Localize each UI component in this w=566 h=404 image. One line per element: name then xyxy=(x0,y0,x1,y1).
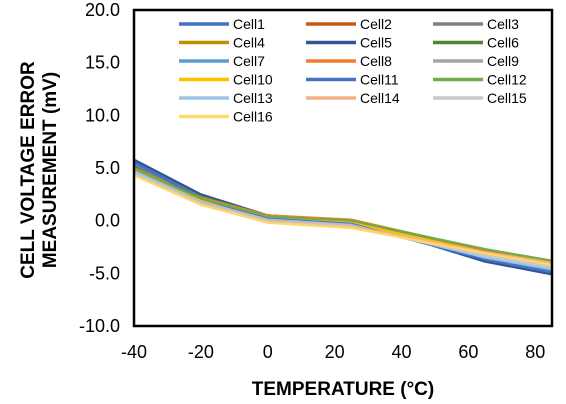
series-line-cell8 xyxy=(132,166,554,262)
plot-frame xyxy=(132,8,554,328)
y-tick-label: 0.0 xyxy=(95,211,120,231)
y-tick-label: 15.0 xyxy=(85,53,120,73)
legend-label: Cell16 xyxy=(233,109,273,125)
x-tick-label: -40 xyxy=(121,342,147,362)
x-tick-label: 60 xyxy=(458,342,478,362)
legend: Cell1 Cell2 Cell3 Cell4 Cell5 Cell6 Cell7 Cell8… xyxy=(170,16,542,128)
y-tick-label: 20.0 xyxy=(85,0,120,20)
legend-label: Cell7 xyxy=(233,53,265,69)
legend-label: Cell10 xyxy=(233,72,273,88)
series-line-cell12 xyxy=(132,168,554,262)
y-tick-label: -5.0 xyxy=(89,263,120,283)
x-tick-label: 80 xyxy=(525,342,545,362)
y-tick-label: -10.0 xyxy=(79,316,120,336)
series-line-cell2 xyxy=(132,163,554,264)
legend-label: Cell11 xyxy=(360,72,399,88)
series-line-cell6 xyxy=(132,164,554,263)
x-tick-label: 40 xyxy=(392,342,412,362)
legend-label: Cell4 xyxy=(233,35,265,51)
y-axis-title-line-1: CELL VOLTAGE ERROR xyxy=(18,61,39,279)
legend-label: Cell1 xyxy=(233,16,265,32)
legend-label: Cell13 xyxy=(233,90,273,106)
x-axis-title: TEMPERATURE (°C) xyxy=(252,379,434,400)
ticks-layer: -10.0 -5.0 0.0 5.0 10.0 15.0 20.0 -40 -20 0 20 40 60… xyxy=(79,0,545,362)
legend-label: Cell3 xyxy=(487,16,519,32)
y-tick-label: 5.0 xyxy=(95,158,120,178)
legend-label: Cell9 xyxy=(487,53,519,69)
x-tick-label: 20 xyxy=(325,342,345,362)
x-tick-label: -20 xyxy=(188,342,214,362)
y-tick-label: 10.0 xyxy=(85,105,120,125)
x-tick-label: 0 xyxy=(263,342,273,362)
legend-label: Cell5 xyxy=(360,35,392,51)
legend-label: Cell6 xyxy=(487,35,519,51)
legend-label: Cell14 xyxy=(360,90,400,106)
legend-label: Cell2 xyxy=(360,16,392,32)
legend-label: Cell15 xyxy=(487,90,527,106)
series-line-cell16 xyxy=(132,174,554,266)
legend-background xyxy=(170,16,542,128)
y-axis-title-line-2: MEASUREMENT (mV) xyxy=(40,72,61,268)
series-layer xyxy=(132,158,554,276)
legend-label: Cell12 xyxy=(487,72,527,88)
legend-label: Cell8 xyxy=(360,53,392,69)
